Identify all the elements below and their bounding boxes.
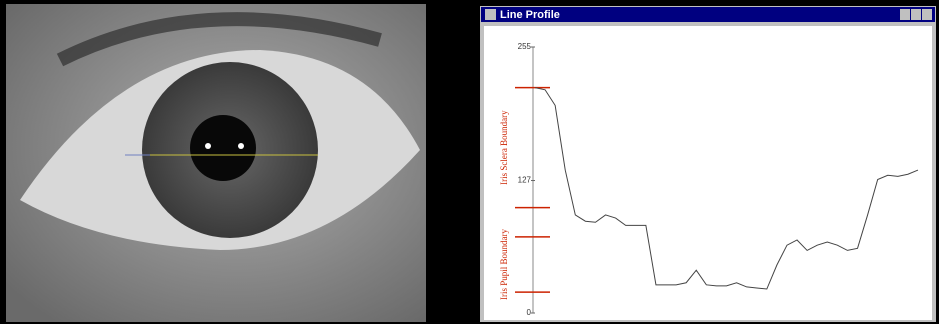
window: Line Profile <box>480 6 936 322</box>
screen: Line Profile 0 127 255 Iris Sclera Boundary… <box>0 0 939 324</box>
page: Line Profile 0 127 255 Iris Sclera Boundary… <box>0 0 939 324</box>
annotation: Iris Pupil Boundary <box>499 228 509 299</box>
y-tick-label: 0 <box>527 308 532 317</box>
window-title: Line Profile <box>500 9 560 21</box>
minimize-button[interactable] <box>900 9 910 20</box>
close-button[interactable] <box>922 9 932 20</box>
y-tick-label: 127 <box>518 176 532 185</box>
eye-photo <box>6 4 426 322</box>
maximize-button[interactable] <box>911 9 921 20</box>
y-tick-label: 255 <box>518 42 532 51</box>
annotation: Iris Sclera Boundary <box>499 110 509 185</box>
